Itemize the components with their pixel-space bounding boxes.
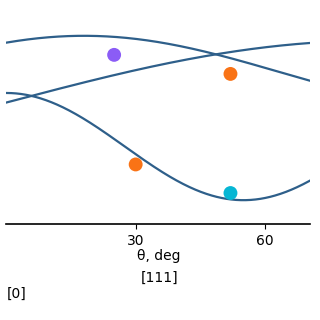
Text: [111]: [111] bbox=[141, 270, 179, 284]
Point bbox=[112, 52, 117, 57]
Point bbox=[228, 190, 233, 196]
X-axis label: θ, deg: θ, deg bbox=[137, 249, 180, 263]
Text: [0]: [0] bbox=[6, 286, 26, 300]
Point bbox=[133, 162, 138, 167]
Point bbox=[228, 71, 233, 76]
